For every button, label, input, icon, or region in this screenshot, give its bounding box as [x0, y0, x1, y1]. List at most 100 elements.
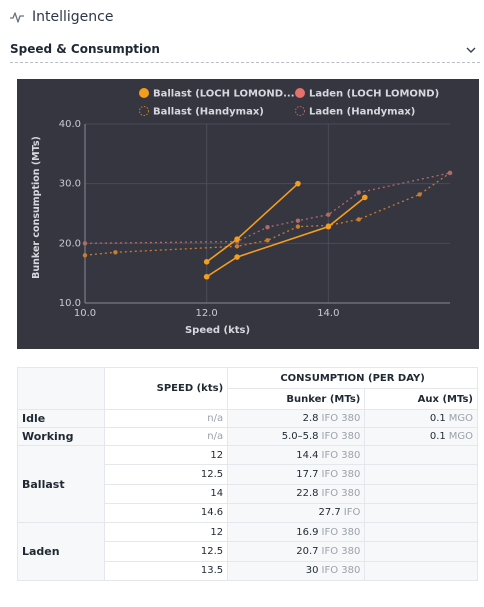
data-point — [265, 225, 270, 230]
legend-label: Laden (Handymax) — [309, 107, 415, 118]
bunker-cell: 30 IFO 380 — [227, 560, 366, 582]
bunker-unit: IFO 380 — [321, 431, 361, 442]
speed-cell: 12.5 — [103, 541, 229, 562]
speed-cell: 14 — [103, 483, 229, 504]
speed-cell: 13.5 — [103, 560, 229, 582]
bunker-cell: 20.7 IFO 380 — [227, 541, 366, 562]
data-point — [325, 223, 332, 230]
data-point — [417, 192, 422, 197]
aux-cell: 0.1 MGO — [364, 409, 478, 428]
bunker-unit: IFO 380 — [321, 468, 361, 480]
bunker-unit: IFO 380 — [321, 545, 361, 557]
aux-value: 0.1 — [429, 431, 446, 442]
x-tick-label: 10.0 — [74, 308, 96, 319]
table-body: Idle n/a 2.8 IFO 380 0.1 MGO Working n/a 5.0–5.8… — [17, 409, 478, 582]
data-point — [203, 273, 210, 280]
speed-consumption-chart: 10.0 20.0 30.0 40.0 10.0 12.0 14.0 Speed (kts) B… — [17, 79, 479, 349]
y-tick-label: 10.0 — [59, 298, 81, 309]
aux-cell — [364, 541, 478, 562]
bunker-cell: 22.8 IFO 380 — [227, 483, 366, 504]
pulse-icon — [10, 12, 24, 23]
bunker-cell: 2.8 IFO 380 — [227, 409, 366, 428]
aux-unit: MGO — [448, 413, 473, 424]
legend-marker — [295, 88, 305, 98]
bunker-value: 16.9 — [296, 526, 319, 538]
legend-marker — [295, 106, 305, 116]
data-point — [265, 238, 270, 243]
speed-cell: 14.6 — [103, 502, 229, 524]
y-tick-label: 30.0 — [59, 179, 81, 190]
data-point — [356, 190, 361, 195]
y-axis-label: Bunker consumption (MTs) — [31, 136, 42, 279]
section-title: Speed & Consumption — [10, 42, 160, 56]
aux-cell — [364, 444, 478, 466]
bunker-value: 30 — [305, 565, 319, 577]
y-tick-label: 20.0 — [59, 238, 81, 249]
legend-label: Ballast (LOCH LOMOND... — [153, 89, 295, 100]
bunker-value: 14.4 — [296, 449, 319, 461]
bunker-cell: 14.4 IFO 380 — [227, 444, 366, 466]
consumption-column-header: CONSUMPTION (PER DAY) — [227, 367, 478, 389]
bunker-cell: 27.7 IFO — [227, 502, 366, 524]
row-category-label: Working — [17, 427, 105, 446]
y-tick-label: 40.0 — [59, 119, 81, 130]
legend-label: Ballast (Handymax) — [153, 107, 264, 118]
bunker-unit: IFO — [343, 507, 361, 519]
bunker-value: 17.7 — [296, 468, 319, 480]
data-point — [362, 194, 368, 201]
aux-cell: 0.1 MGO — [364, 427, 478, 446]
table-row: 14.6 27.7 IFO — [18, 502, 478, 524]
speed-cell: 12 — [103, 444, 229, 466]
speed-cell: n/a — [103, 427, 229, 446]
legend-marker — [139, 88, 149, 98]
chevron-down-icon[interactable] — [465, 44, 477, 56]
bunker-cell: 5.0–5.8 IFO 380 — [227, 427, 366, 446]
intelligence-header: Intelligence — [9, 6, 113, 28]
bunker-value: 2.8 — [302, 413, 319, 424]
data-point — [234, 254, 240, 260]
row-category-label: Idle — [17, 409, 105, 428]
speed-cell: n/a — [103, 409, 229, 428]
bunker-unit: IFO 380 — [321, 488, 361, 500]
data-point — [203, 259, 210, 265]
table-row: Working n/a 5.0–5.8 IFO 380 0.1 MGO — [17, 427, 478, 446]
aux-cell — [364, 464, 478, 485]
aux-cell — [364, 521, 478, 543]
bunker-value: 20.7 — [296, 545, 319, 557]
speed-cell: 12 — [103, 521, 229, 543]
x-tick-label: 14.0 — [317, 308, 339, 319]
data-point — [295, 218, 301, 223]
bunker-value: 5.0–5.8 — [281, 431, 319, 442]
series-line-1 — [206, 183, 299, 263]
data-point — [356, 217, 361, 222]
bunker-unit: IFO 380 — [321, 526, 361, 538]
series-line-0 — [206, 196, 366, 278]
bunker-value: 27.7 — [318, 507, 341, 519]
aux-column-header: Aux (MTs) — [364, 388, 478, 410]
chart-svg: 10.0 20.0 30.0 40.0 10.0 12.0 14.0 Speed (kts) B… — [31, 88, 453, 336]
speed-cell: 12.5 — [103, 464, 229, 485]
data-point — [113, 250, 118, 255]
consumption-table: SPEED (kts) CONSUMPTION (PER DAY) Bunker… — [17, 367, 478, 582]
table-row: 13.5 30 IFO 380 — [18, 560, 478, 582]
data-point — [82, 253, 88, 258]
row-category-label: Laden — [17, 522, 105, 581]
aux-cell — [364, 560, 478, 582]
data-point — [295, 180, 301, 187]
table-row: Ballast 12 14.4 IFO 380 — [17, 444, 478, 523]
table-row: Laden 12 16.9 IFO 380 — [17, 521, 478, 581]
legend-marker — [139, 106, 149, 116]
data-point — [447, 170, 453, 176]
table-row: 12.5 20.7 IFO 380 — [18, 541, 478, 562]
bunker-unit: IFO 380 — [321, 449, 361, 461]
table-corner — [17, 367, 105, 410]
data-point — [82, 241, 88, 246]
speed-consumption-section-toggle[interactable]: Speed & Consumption — [10, 41, 480, 63]
row-category-label: Ballast — [17, 445, 105, 523]
bunker-value: 22.8 — [296, 488, 319, 500]
aux-unit: MGO — [448, 431, 473, 442]
x-tick-label: 12.0 — [196, 308, 218, 319]
page-title: Intelligence — [32, 9, 114, 25]
data-point — [295, 224, 301, 229]
table-row: 12.5 17.7 IFO 380 — [18, 464, 478, 485]
